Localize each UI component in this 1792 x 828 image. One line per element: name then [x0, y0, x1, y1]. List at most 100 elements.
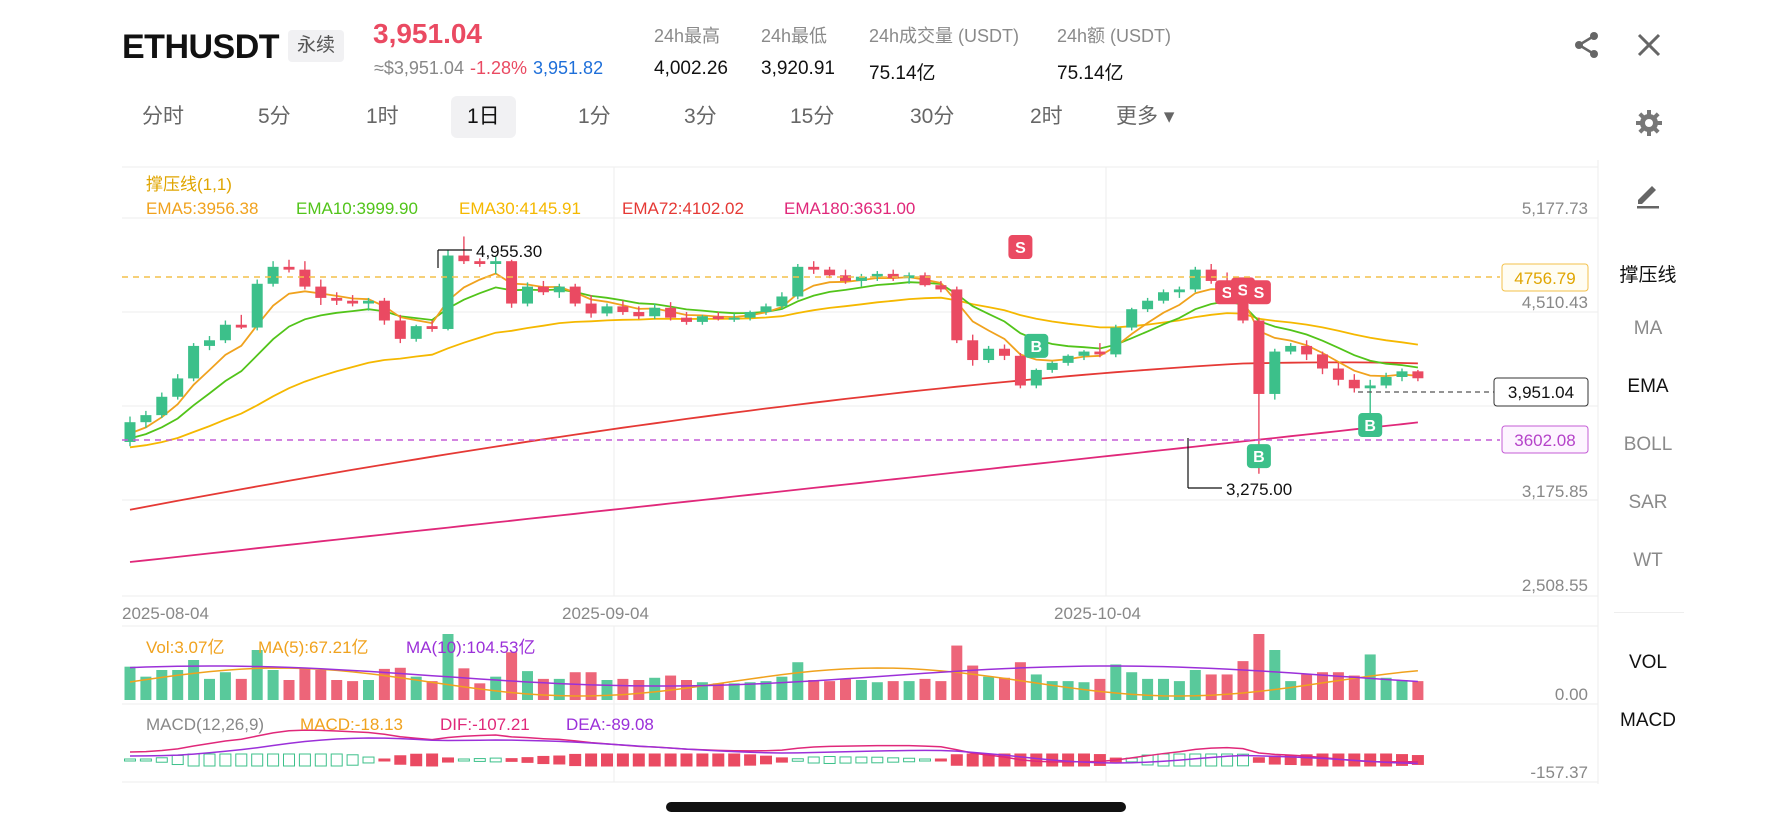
macd-bar — [585, 753, 598, 767]
volume-bar — [1205, 674, 1217, 700]
candle-body — [712, 316, 724, 320]
sub-indicator-vol[interactable]: VOL — [1628, 652, 1668, 673]
macd-bar — [712, 753, 725, 767]
stat-label: 24h成交量 (USDT) — [869, 26, 1020, 46]
candle-body — [1269, 351, 1281, 394]
indicator-sar[interactable]: SAR — [1628, 492, 1668, 513]
macd-bar — [601, 753, 613, 767]
tab-interval-3m[interactable]: 3分 — [684, 105, 717, 128]
indicator-boll[interactable]: BOLL — [1623, 434, 1673, 455]
volume-bar — [887, 681, 899, 700]
candle-body — [967, 340, 979, 361]
ema30-line — [129, 296, 1419, 449]
pencil-draw-icon[interactable] — [1632, 178, 1664, 210]
contract-type-badge: 永续 — [288, 30, 345, 62]
close-icon[interactable] — [1634, 30, 1664, 60]
price-tick: 5,177.73 — [1522, 199, 1588, 218]
candle-body — [760, 306, 772, 313]
candle-body — [299, 269, 311, 287]
volume-bar — [1142, 678, 1154, 700]
current-price-box — [1493, 377, 1589, 407]
approx-usd-price: ≈$3,951.04 — [374, 58, 464, 78]
tab-interval-15m[interactable]: 15分 — [790, 105, 835, 128]
macd-bar — [537, 755, 550, 765]
macd-bar — [807, 756, 820, 764]
volume-bar — [315, 670, 327, 700]
macd-bar — [1062, 753, 1075, 767]
candle-body — [1158, 292, 1169, 301]
candle-body — [378, 300, 390, 321]
macd-bar — [1157, 753, 1170, 767]
volume-bar — [506, 652, 518, 700]
macd-bar — [124, 758, 136, 762]
macd-bar — [616, 753, 629, 767]
candle-body — [744, 312, 756, 318]
candle-body — [156, 396, 168, 416]
ema72-legend: EMA72:4102.02 — [622, 199, 744, 218]
more-intervals-dropdown[interactable]: 更多 ▾ — [1116, 105, 1175, 128]
candle-body — [347, 300, 359, 304]
volume-bar — [776, 676, 788, 700]
macd-bar — [330, 753, 343, 767]
candle-body — [681, 317, 692, 322]
indicator-support-resistance[interactable]: 撑压线 — [1619, 265, 1677, 286]
chart-grid — [122, 160, 1599, 784]
macd-bar — [903, 757, 916, 763]
volume-bar — [1046, 681, 1058, 700]
symbol-title[interactable]: ETHUSDT — [122, 28, 280, 66]
macd-bar — [1316, 753, 1329, 767]
macd-bar — [744, 754, 757, 766]
tab-interval-2h[interactable]: 2时 — [1030, 105, 1063, 128]
candle-body — [537, 286, 549, 293]
volume-bar — [919, 678, 931, 700]
volume-bar — [696, 682, 708, 700]
macd-bar — [887, 757, 900, 763]
indicator-wt[interactable]: WT — [1633, 550, 1663, 571]
macd-bar — [346, 754, 359, 766]
tab-interval-1m[interactable]: 1分 — [578, 105, 611, 128]
volume-bar — [490, 676, 502, 700]
macd-bar — [569, 753, 582, 767]
tab-interval-tick[interactable]: 分时 — [142, 105, 184, 128]
macd-bar — [457, 758, 470, 762]
candle-body — [649, 307, 661, 317]
volume-bar — [1332, 672, 1344, 700]
macd-bar — [648, 753, 661, 767]
macd-bar — [473, 758, 486, 762]
candle-body — [1110, 327, 1122, 355]
share-icon[interactable] — [1572, 30, 1602, 60]
volume-bar — [140, 676, 152, 700]
candle-body — [506, 261, 518, 304]
volume-bar — [410, 676, 422, 700]
tab-interval-1h[interactable]: 1时 — [366, 105, 399, 128]
candle-body — [315, 286, 327, 298]
macd-bar — [760, 755, 772, 765]
tab-interval-30m[interactable]: 30分 — [910, 105, 955, 128]
stat-value: 75.14亿 — [869, 63, 936, 84]
macd-bar — [521, 757, 534, 763]
candle-body — [887, 273, 899, 279]
ema10-line — [129, 281, 1419, 440]
macd-bar — [1205, 753, 1218, 767]
tab-interval-1d[interactable]: 1日 — [451, 96, 516, 138]
indicator-ma[interactable]: MA — [1633, 318, 1663, 339]
volume-bar — [967, 665, 979, 700]
stat-24h-low: 24h最低 3,920.91 — [761, 22, 835, 80]
macd-bar — [823, 756, 836, 764]
macd-bar — [171, 754, 184, 766]
candle-body — [1348, 379, 1360, 389]
candle-body — [1094, 351, 1106, 355]
macd-bar — [235, 753, 248, 767]
volume-bar — [569, 672, 581, 700]
macd-histogram — [124, 729, 1424, 767]
volume-bar — [1221, 674, 1233, 700]
mark-price: 3,951.82 — [533, 58, 604, 78]
tab-interval-5m[interactable]: 5分 — [258, 105, 291, 128]
ema5-legend: EMA5:3956.38 — [146, 199, 258, 218]
gear-icon[interactable] — [1634, 108, 1664, 138]
indicator-ema[interactable]: EMA — [1627, 376, 1669, 397]
volume-bar — [760, 681, 772, 700]
sub-indicator-macd[interactable]: MACD — [1620, 710, 1676, 731]
